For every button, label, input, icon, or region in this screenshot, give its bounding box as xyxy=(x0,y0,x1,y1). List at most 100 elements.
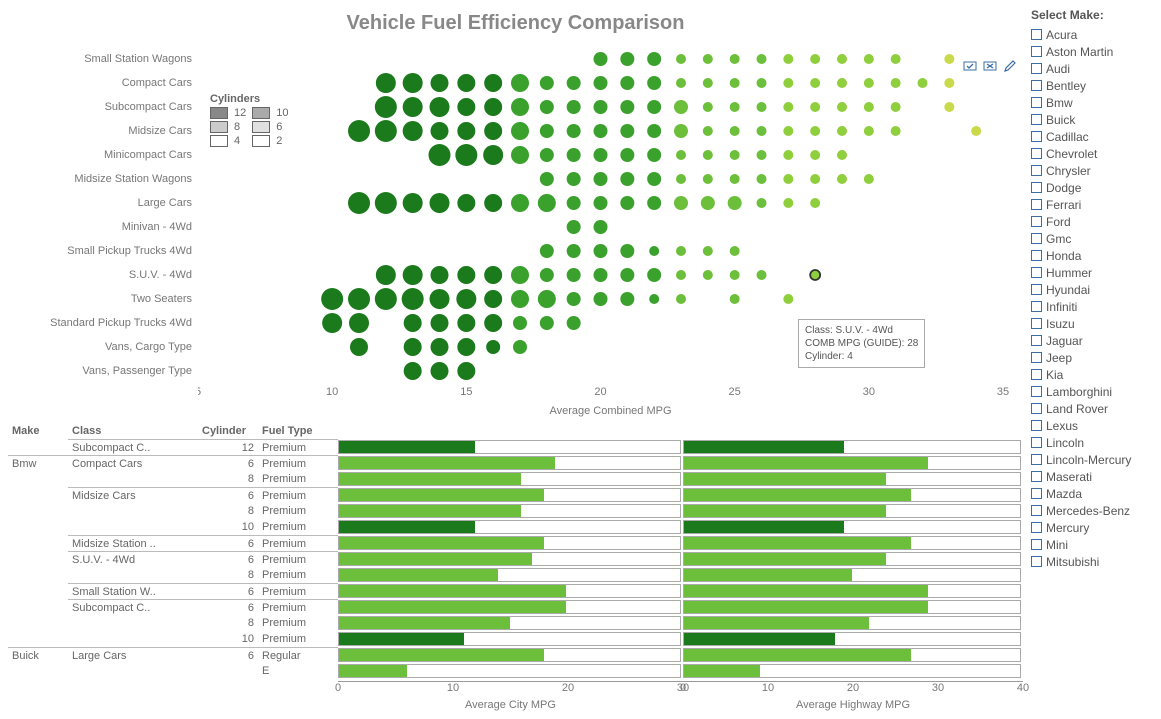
filter-item[interactable]: Bmw xyxy=(1031,94,1161,111)
bar[interactable] xyxy=(683,616,1021,630)
scatter-point[interactable] xyxy=(944,78,954,88)
scatter-point[interactable] xyxy=(567,196,581,210)
scatter-point[interactable] xyxy=(540,172,554,186)
checkbox-icon[interactable] xyxy=(1031,97,1042,108)
scatter-point[interactable] xyxy=(730,54,740,64)
scatter-point[interactable] xyxy=(457,194,475,212)
bar[interactable] xyxy=(338,472,681,486)
scatter-point[interactable] xyxy=(540,124,554,138)
checkbox-icon[interactable] xyxy=(1031,335,1042,346)
scatter-point[interactable] xyxy=(649,294,659,304)
scatter-point[interactable] xyxy=(944,102,954,112)
filter-item[interactable]: Lexus xyxy=(1031,417,1161,434)
scatter-point[interactable] xyxy=(348,192,370,214)
filter-item[interactable]: Chevrolet xyxy=(1031,145,1161,162)
scatter-point[interactable] xyxy=(703,270,713,280)
scatter-point[interactable] xyxy=(674,124,688,138)
scatter-point[interactable] xyxy=(375,288,397,310)
scatter-point[interactable] xyxy=(375,192,397,214)
scatter-point[interactable] xyxy=(540,148,554,162)
bar[interactable] xyxy=(338,504,681,518)
scatter-point[interactable] xyxy=(757,270,767,280)
scatter-point[interactable] xyxy=(703,246,713,256)
scatter-point[interactable] xyxy=(676,294,686,304)
scatter-point[interactable] xyxy=(810,150,820,160)
bar[interactable] xyxy=(683,520,1021,534)
scatter-point[interactable] xyxy=(864,126,874,136)
bar[interactable] xyxy=(683,440,1021,454)
checkbox-icon[interactable] xyxy=(1031,182,1042,193)
scatter-point[interactable] xyxy=(730,126,740,136)
scatter-point[interactable] xyxy=(783,150,793,160)
filter-item[interactable]: Isuzu xyxy=(1031,315,1161,332)
scatter-point[interactable] xyxy=(567,220,581,234)
scatter-point[interactable] xyxy=(620,124,634,138)
scatter-point[interactable] xyxy=(891,102,901,112)
filter-item[interactable]: Jaguar xyxy=(1031,332,1161,349)
scatter-point[interactable] xyxy=(402,288,424,310)
bar[interactable] xyxy=(683,456,1021,470)
filter-item[interactable]: Mazda xyxy=(1031,485,1161,502)
scatter-point[interactable] xyxy=(757,126,767,136)
scatter-point[interactable] xyxy=(457,266,475,284)
filter-item[interactable]: Land Rover xyxy=(1031,400,1161,417)
exclude-icon[interactable] xyxy=(983,59,997,73)
scatter-chart[interactable]: Small Station WagonsCompact CarsSubcompa… xyxy=(8,43,1023,403)
scatter-point[interactable] xyxy=(730,294,740,304)
scatter-point[interactable] xyxy=(730,150,740,160)
scatter-point[interactable] xyxy=(620,268,634,282)
scatter-point[interactable] xyxy=(594,100,608,114)
bar[interactable] xyxy=(338,440,681,454)
filter-item[interactable]: Ford xyxy=(1031,213,1161,230)
scatter-point[interactable] xyxy=(944,54,954,64)
scatter-point[interactable] xyxy=(429,144,451,166)
scatter-point[interactable] xyxy=(431,314,449,332)
scatter-point[interactable] xyxy=(594,148,608,162)
checkbox-icon[interactable] xyxy=(1031,233,1042,244)
checkbox-icon[interactable] xyxy=(1031,301,1042,312)
scatter-point[interactable] xyxy=(348,288,370,310)
scatter-point[interactable] xyxy=(484,194,502,212)
scatter-point[interactable] xyxy=(730,246,740,256)
scatter-point[interactable] xyxy=(403,265,423,285)
scatter-point[interactable] xyxy=(647,196,661,210)
filter-item[interactable]: Aston Martin xyxy=(1031,43,1161,60)
scatter-point[interactable] xyxy=(647,124,661,138)
scatter-point[interactable] xyxy=(783,294,793,304)
scatter-point[interactable] xyxy=(810,198,820,208)
checkbox-icon[interactable] xyxy=(1031,165,1042,176)
checkbox-icon[interactable] xyxy=(1031,522,1042,533)
scatter-point[interactable] xyxy=(918,78,928,88)
bar[interactable] xyxy=(683,664,1021,678)
bar[interactable] xyxy=(683,584,1021,598)
scatter-point[interactable] xyxy=(783,198,793,208)
scatter-point[interactable] xyxy=(783,126,793,136)
scatter-point[interactable] xyxy=(322,313,342,333)
scatter-point[interactable] xyxy=(349,313,369,333)
scatter-point[interactable] xyxy=(594,196,608,210)
scatter-point[interactable] xyxy=(620,172,634,186)
scatter-point[interactable] xyxy=(538,194,556,212)
scatter-point[interactable] xyxy=(540,268,554,282)
scatter-point[interactable] xyxy=(457,338,475,356)
scatter-point[interactable] xyxy=(810,78,820,88)
bar[interactable] xyxy=(338,600,681,614)
checkbox-icon[interactable] xyxy=(1031,369,1042,380)
scatter-point-highlight[interactable] xyxy=(810,270,820,280)
scatter-point[interactable] xyxy=(350,338,368,356)
filter-item[interactable]: Bentley xyxy=(1031,77,1161,94)
scatter-point[interactable] xyxy=(430,193,450,213)
scatter-point[interactable] xyxy=(810,54,820,64)
filter-item[interactable]: Maserati xyxy=(1031,468,1161,485)
scatter-point[interactable] xyxy=(430,97,450,117)
checkbox-icon[interactable] xyxy=(1031,80,1042,91)
scatter-point[interactable] xyxy=(567,316,581,330)
filter-item[interactable]: Audi xyxy=(1031,60,1161,77)
scatter-point[interactable] xyxy=(404,362,422,380)
scatter-point[interactable] xyxy=(703,174,713,184)
scatter-point[interactable] xyxy=(456,289,476,309)
scatter-point[interactable] xyxy=(620,76,634,90)
scatter-point[interactable] xyxy=(513,316,527,330)
filter-item[interactable]: Dodge xyxy=(1031,179,1161,196)
scatter-point[interactable] xyxy=(431,122,449,140)
